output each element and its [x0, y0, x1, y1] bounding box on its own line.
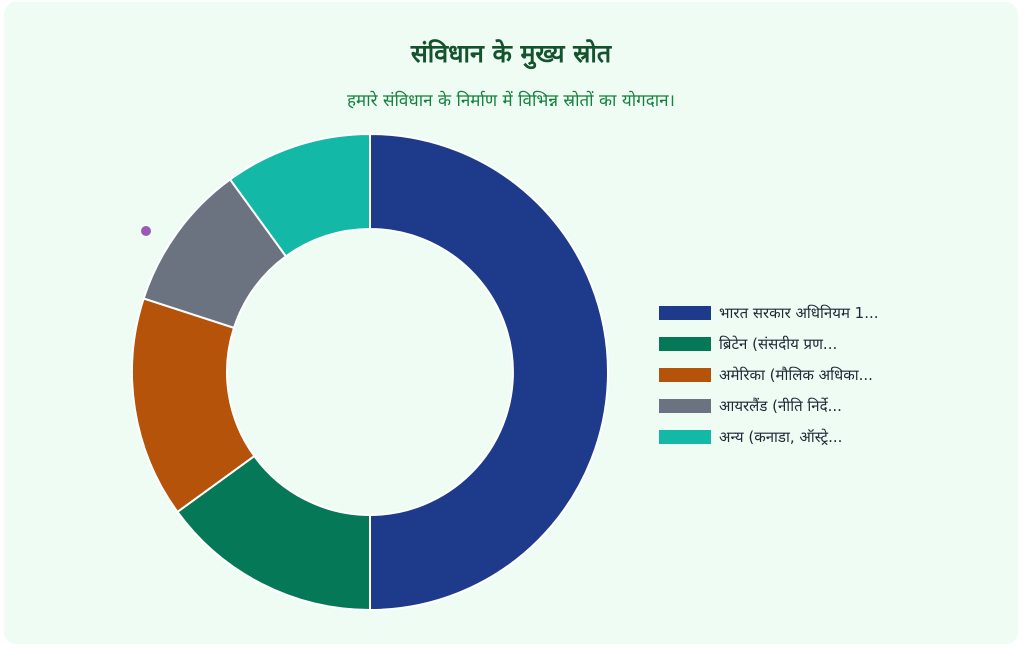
legend-swatch	[659, 430, 711, 444]
legend-label: आयरलैंड (नीति निर्दे...	[719, 397, 842, 415]
legend-item-5[interactable]: अन्य (कनाडा, ऑस्ट्रे...	[659, 428, 842, 446]
chart-legend: भारत सरकार अधिनियम 1... ब्रिटेन (संसदीय प…	[659, 304, 879, 446]
legend-label: ब्रिटेन (संसदीय प्रण...	[719, 335, 837, 353]
chart-subtitle: हमारे संविधान के निर्माण में विभिन्न स्र…	[347, 91, 675, 111]
doughnut-slice-1[interactable]	[369, 132, 609, 612]
legend-swatch	[659, 306, 711, 320]
doughnut-slices	[131, 132, 609, 612]
legend-label: भारत सरकार अधिनियम 1...	[719, 304, 879, 322]
legend-swatch	[659, 399, 711, 413]
legend-swatch	[659, 368, 711, 382]
legend-label: अमेरिका (मौलिक अधिका...	[719, 366, 873, 384]
legend-swatch	[659, 337, 711, 351]
legend-item-2[interactable]: ब्रिटेन (संसदीय प्रण...	[659, 335, 837, 353]
legend-item-3[interactable]: अमेरिका (मौलिक अधिका...	[659, 366, 873, 384]
legend-label: अन्य (कनाडा, ऑस्ट्रे...	[719, 428, 842, 446]
doughnut-slice-5[interactable]	[228, 132, 371, 258]
legend-hover-dot	[141, 226, 151, 236]
chart-title: संविधान के मुख्य स्रोत	[410, 39, 612, 68]
legend-item-4[interactable]: आयरलैंड (नीति निर्दे...	[659, 397, 842, 415]
legend-item-1[interactable]: भारत सरकार अधिनियम 1...	[659, 304, 879, 322]
